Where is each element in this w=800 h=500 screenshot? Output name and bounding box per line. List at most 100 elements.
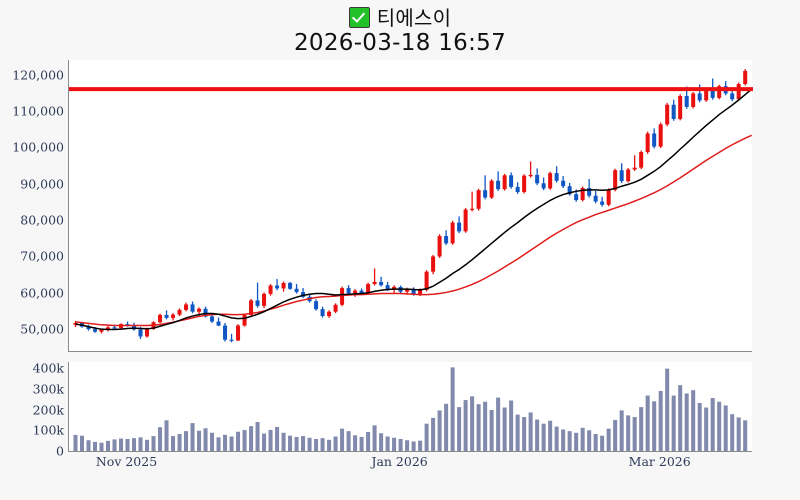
- candle-body: [86, 326, 91, 330]
- volume-bar: [723, 405, 728, 451]
- volume-bar: [613, 419, 618, 451]
- ma-long-line: [75, 134, 753, 327]
- candle-body: [320, 309, 325, 317]
- candle-body: [457, 222, 462, 232]
- volume-bar: [671, 395, 676, 451]
- volume-tick-label: 200k: [32, 402, 64, 418]
- volume-bar: [340, 428, 345, 451]
- candle-body: [684, 96, 689, 107]
- candle-body: [288, 282, 293, 289]
- candle-body: [489, 180, 494, 198]
- candle-body: [509, 175, 514, 187]
- volume-bar: [359, 436, 364, 451]
- volume-bar: [593, 434, 598, 451]
- volume-bar: [736, 417, 741, 451]
- volume-bar: [242, 430, 247, 451]
- candle-body: [405, 289, 410, 292]
- candlestick-svg: [69, 69, 753, 343]
- volume-bar: [424, 423, 429, 451]
- candle-body: [171, 314, 176, 318]
- volume-bar: [372, 425, 377, 451]
- volume-bar: [528, 412, 533, 451]
- timestamp-label: 2026-03-18 16:57: [293, 30, 507, 56]
- ticker-name: 티에스이: [376, 6, 452, 30]
- volume-bar: [632, 417, 637, 451]
- volume-bar: [73, 434, 78, 451]
- candle-body: [743, 70, 748, 85]
- candle-body: [730, 93, 735, 100]
- candle-body: [268, 285, 273, 294]
- volume-bar: [496, 397, 501, 451]
- candle-body: [262, 293, 267, 306]
- volume-bar: [275, 426, 280, 451]
- candle-body: [327, 311, 332, 317]
- volume-bar: [431, 417, 436, 451]
- volume-bar: [405, 440, 410, 451]
- candle-body: [392, 286, 397, 290]
- volume-bar: [281, 432, 286, 451]
- ma-short-line: [75, 88, 753, 331]
- candle-body: [346, 288, 351, 294]
- volume-bar: [164, 420, 169, 451]
- volume-bar: [509, 400, 514, 451]
- volume-bar: [626, 415, 631, 451]
- candle-body: [502, 175, 507, 190]
- price-tick-label: 120,000: [12, 67, 64, 83]
- candle-body: [671, 104, 676, 119]
- volume-bar: [184, 431, 189, 451]
- volume-bar: [86, 440, 91, 451]
- volume-bar: [567, 431, 572, 451]
- candle-body: [106, 327, 111, 330]
- candle-body: [210, 316, 215, 322]
- volume-bar: [314, 439, 319, 451]
- candle-body: [593, 195, 598, 202]
- volume-bars-svg: [73, 367, 748, 451]
- price-plot-area[interactable]: [69, 60, 753, 351]
- volume-panel[interactable]: [68, 362, 752, 452]
- volume-tick-label: 300k: [32, 381, 64, 397]
- volume-bar: [574, 432, 579, 451]
- candle-body: [613, 170, 618, 190]
- volume-bar: [392, 437, 397, 451]
- candle-body: [626, 169, 631, 182]
- volume-tick-label: 400k: [32, 360, 64, 376]
- volume-plot-area[interactable]: [69, 362, 753, 451]
- volume-bar: [190, 423, 195, 451]
- volume-bar: [307, 437, 312, 451]
- volume-bar: [463, 400, 468, 451]
- volume-bar: [294, 436, 299, 451]
- candle-body: [197, 308, 202, 312]
- volume-bar: [437, 410, 442, 451]
- candle-body: [372, 281, 377, 285]
- candle-body: [535, 174, 540, 184]
- candle-body: [164, 314, 169, 318]
- volume-bar: [548, 420, 553, 451]
- candle-body: [717, 86, 722, 98]
- candle-body: [665, 104, 670, 125]
- volume-bar: [522, 417, 527, 451]
- volume-bar: [249, 426, 254, 451]
- candle-body: [314, 301, 319, 310]
- candle-body: [92, 329, 98, 332]
- volume-bar: [697, 402, 702, 451]
- volume-bar: [554, 426, 559, 451]
- volume-bar: [229, 436, 234, 451]
- candle-body: [522, 175, 527, 193]
- volume-bar: [710, 398, 715, 451]
- candle-body: [112, 327, 117, 329]
- candle-body: [691, 93, 696, 107]
- candle-body: [580, 188, 585, 201]
- candle-body: [73, 322, 78, 325]
- volume-bar: [639, 407, 644, 451]
- candle-body: [275, 285, 280, 289]
- candle-body: [548, 173, 553, 189]
- volume-bar: [320, 438, 325, 451]
- volume-bar: [398, 439, 403, 451]
- volume-bar: [470, 396, 475, 451]
- candle-body: [353, 290, 358, 294]
- price-panel[interactable]: [68, 60, 753, 352]
- volume-bar: [379, 433, 384, 451]
- volume-bar: [151, 436, 156, 451]
- volume-bar: [79, 435, 85, 451]
